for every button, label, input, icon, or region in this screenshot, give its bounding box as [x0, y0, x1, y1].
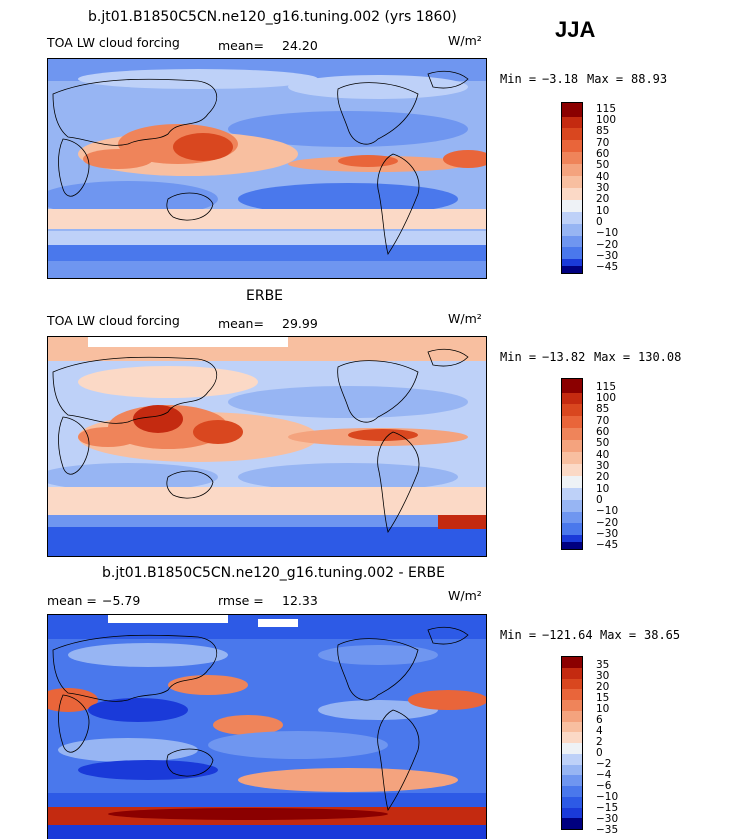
season-label: JJA: [555, 17, 596, 42]
colorbar-tick: −30: [596, 250, 619, 262]
colorbar-tick: 20: [596, 681, 610, 693]
colorbar-tick: −6: [596, 780, 612, 792]
colorbar-tick: 40: [596, 171, 610, 183]
colorbar-tick: 50: [596, 437, 610, 449]
colorbar-tick: 85: [596, 125, 610, 137]
colorbar-tick: 60: [596, 426, 610, 438]
panel2-min-label: Min =: [500, 350, 537, 364]
colorbar-tick: −15: [596, 802, 619, 814]
panel3-min-value: −121.64: [542, 628, 593, 642]
colorbar-tick: −4: [596, 769, 612, 781]
colorbar-tick: 4: [596, 725, 603, 737]
panel1-max-value: 88.93: [631, 72, 668, 86]
panel2-map: [47, 336, 487, 557]
colorbar-tick: 2: [596, 736, 603, 748]
colorbar-tick: −35: [596, 824, 619, 836]
colorbar-tick: 30: [596, 670, 610, 682]
panel3-map: [47, 614, 487, 839]
panel1-max-label: Max =: [587, 72, 624, 86]
colorbar-tick: −2: [596, 758, 612, 770]
panel3-max-value: 38.65: [644, 628, 681, 642]
colorbar-tick: 6: [596, 714, 603, 726]
panel1-min-value: −3.18: [542, 72, 579, 86]
panel1-title: b.jt01.B1850C5CN.ne120_g16.tuning.002 (y…: [88, 9, 457, 25]
colorbar-tick: 15: [596, 692, 610, 704]
colorbar-tick: 60: [596, 148, 610, 160]
panel1-colorbar: [561, 102, 583, 274]
panel3-units: W/m²: [448, 588, 482, 603]
panel1-map: [47, 58, 487, 279]
colorbar-tick: 20: [596, 471, 610, 483]
colorbar-tick: −30: [596, 813, 619, 825]
colorbar-tick: 50: [596, 159, 610, 171]
panel2-title: ERBE: [246, 288, 284, 304]
colorbar-tick: −45: [596, 261, 619, 273]
colorbar-tick: 0: [596, 494, 603, 506]
panel2-mean-label: mean=: [218, 316, 264, 331]
colorbar-tick: 70: [596, 415, 610, 427]
panel3-mean-value: −5.79: [102, 593, 141, 608]
panel2-colorbar: [561, 378, 583, 550]
colorbar-tick: −45: [596, 539, 619, 551]
colorbar-tick: 30: [596, 182, 610, 194]
colorbar-tick: 100: [596, 114, 617, 126]
colorbar-tick: 115: [596, 103, 617, 115]
panel3-max-label: Max =: [600, 628, 637, 642]
panel1-min-label: Min =: [500, 72, 537, 86]
colorbar-tick: 35: [596, 659, 610, 671]
panel3-min-label: Min =: [500, 628, 537, 642]
colorbar-tick: −10: [596, 505, 619, 517]
colorbar-tick: 0: [596, 747, 603, 759]
colorbar-tick: 0: [596, 216, 603, 228]
panel2-units: W/m²: [448, 311, 482, 326]
panel2-mean-value: 29.99: [282, 316, 318, 331]
panel2-max-value: 130.08: [638, 350, 682, 364]
colorbar-tick: 115: [596, 381, 617, 393]
panel3-colorbar: [561, 656, 583, 830]
colorbar-tick: −20: [596, 517, 619, 529]
panel3-title: b.jt01.B1850C5CN.ne120_g16.tuning.002 - …: [102, 565, 445, 581]
panel1-mean-label: mean=: [218, 38, 264, 53]
colorbar-tick: 10: [596, 205, 610, 217]
colorbar-tick: −10: [596, 791, 619, 803]
panel3-mean-label: mean =: [47, 593, 97, 608]
panel1-subtitle: TOA LW cloud forcing: [47, 35, 180, 50]
panel1-units: W/m²: [448, 33, 482, 48]
colorbar-tick: 10: [596, 703, 610, 715]
colorbar-tick: 70: [596, 137, 610, 149]
colorbar-tick: −30: [596, 528, 619, 540]
panel3-rmse-label: rmse =: [218, 593, 264, 608]
colorbar-tick: −20: [596, 239, 619, 251]
colorbar-tick: 100: [596, 392, 617, 404]
panel2-max-label: Max =: [594, 350, 631, 364]
colorbar-tick: 20: [596, 193, 610, 205]
panel1-mean-value: 24.20: [282, 38, 318, 53]
panel2-subtitle: TOA LW cloud forcing: [47, 313, 180, 328]
colorbar-tick: 10: [596, 483, 610, 495]
colorbar-tick: 85: [596, 403, 610, 415]
panel3-rmse-value: 12.33: [282, 593, 318, 608]
colorbar-tick: 30: [596, 460, 610, 472]
colorbar-tick: −10: [596, 227, 619, 239]
colorbar-tick: 40: [596, 449, 610, 461]
panel2-min-value: −13.82: [542, 350, 586, 364]
